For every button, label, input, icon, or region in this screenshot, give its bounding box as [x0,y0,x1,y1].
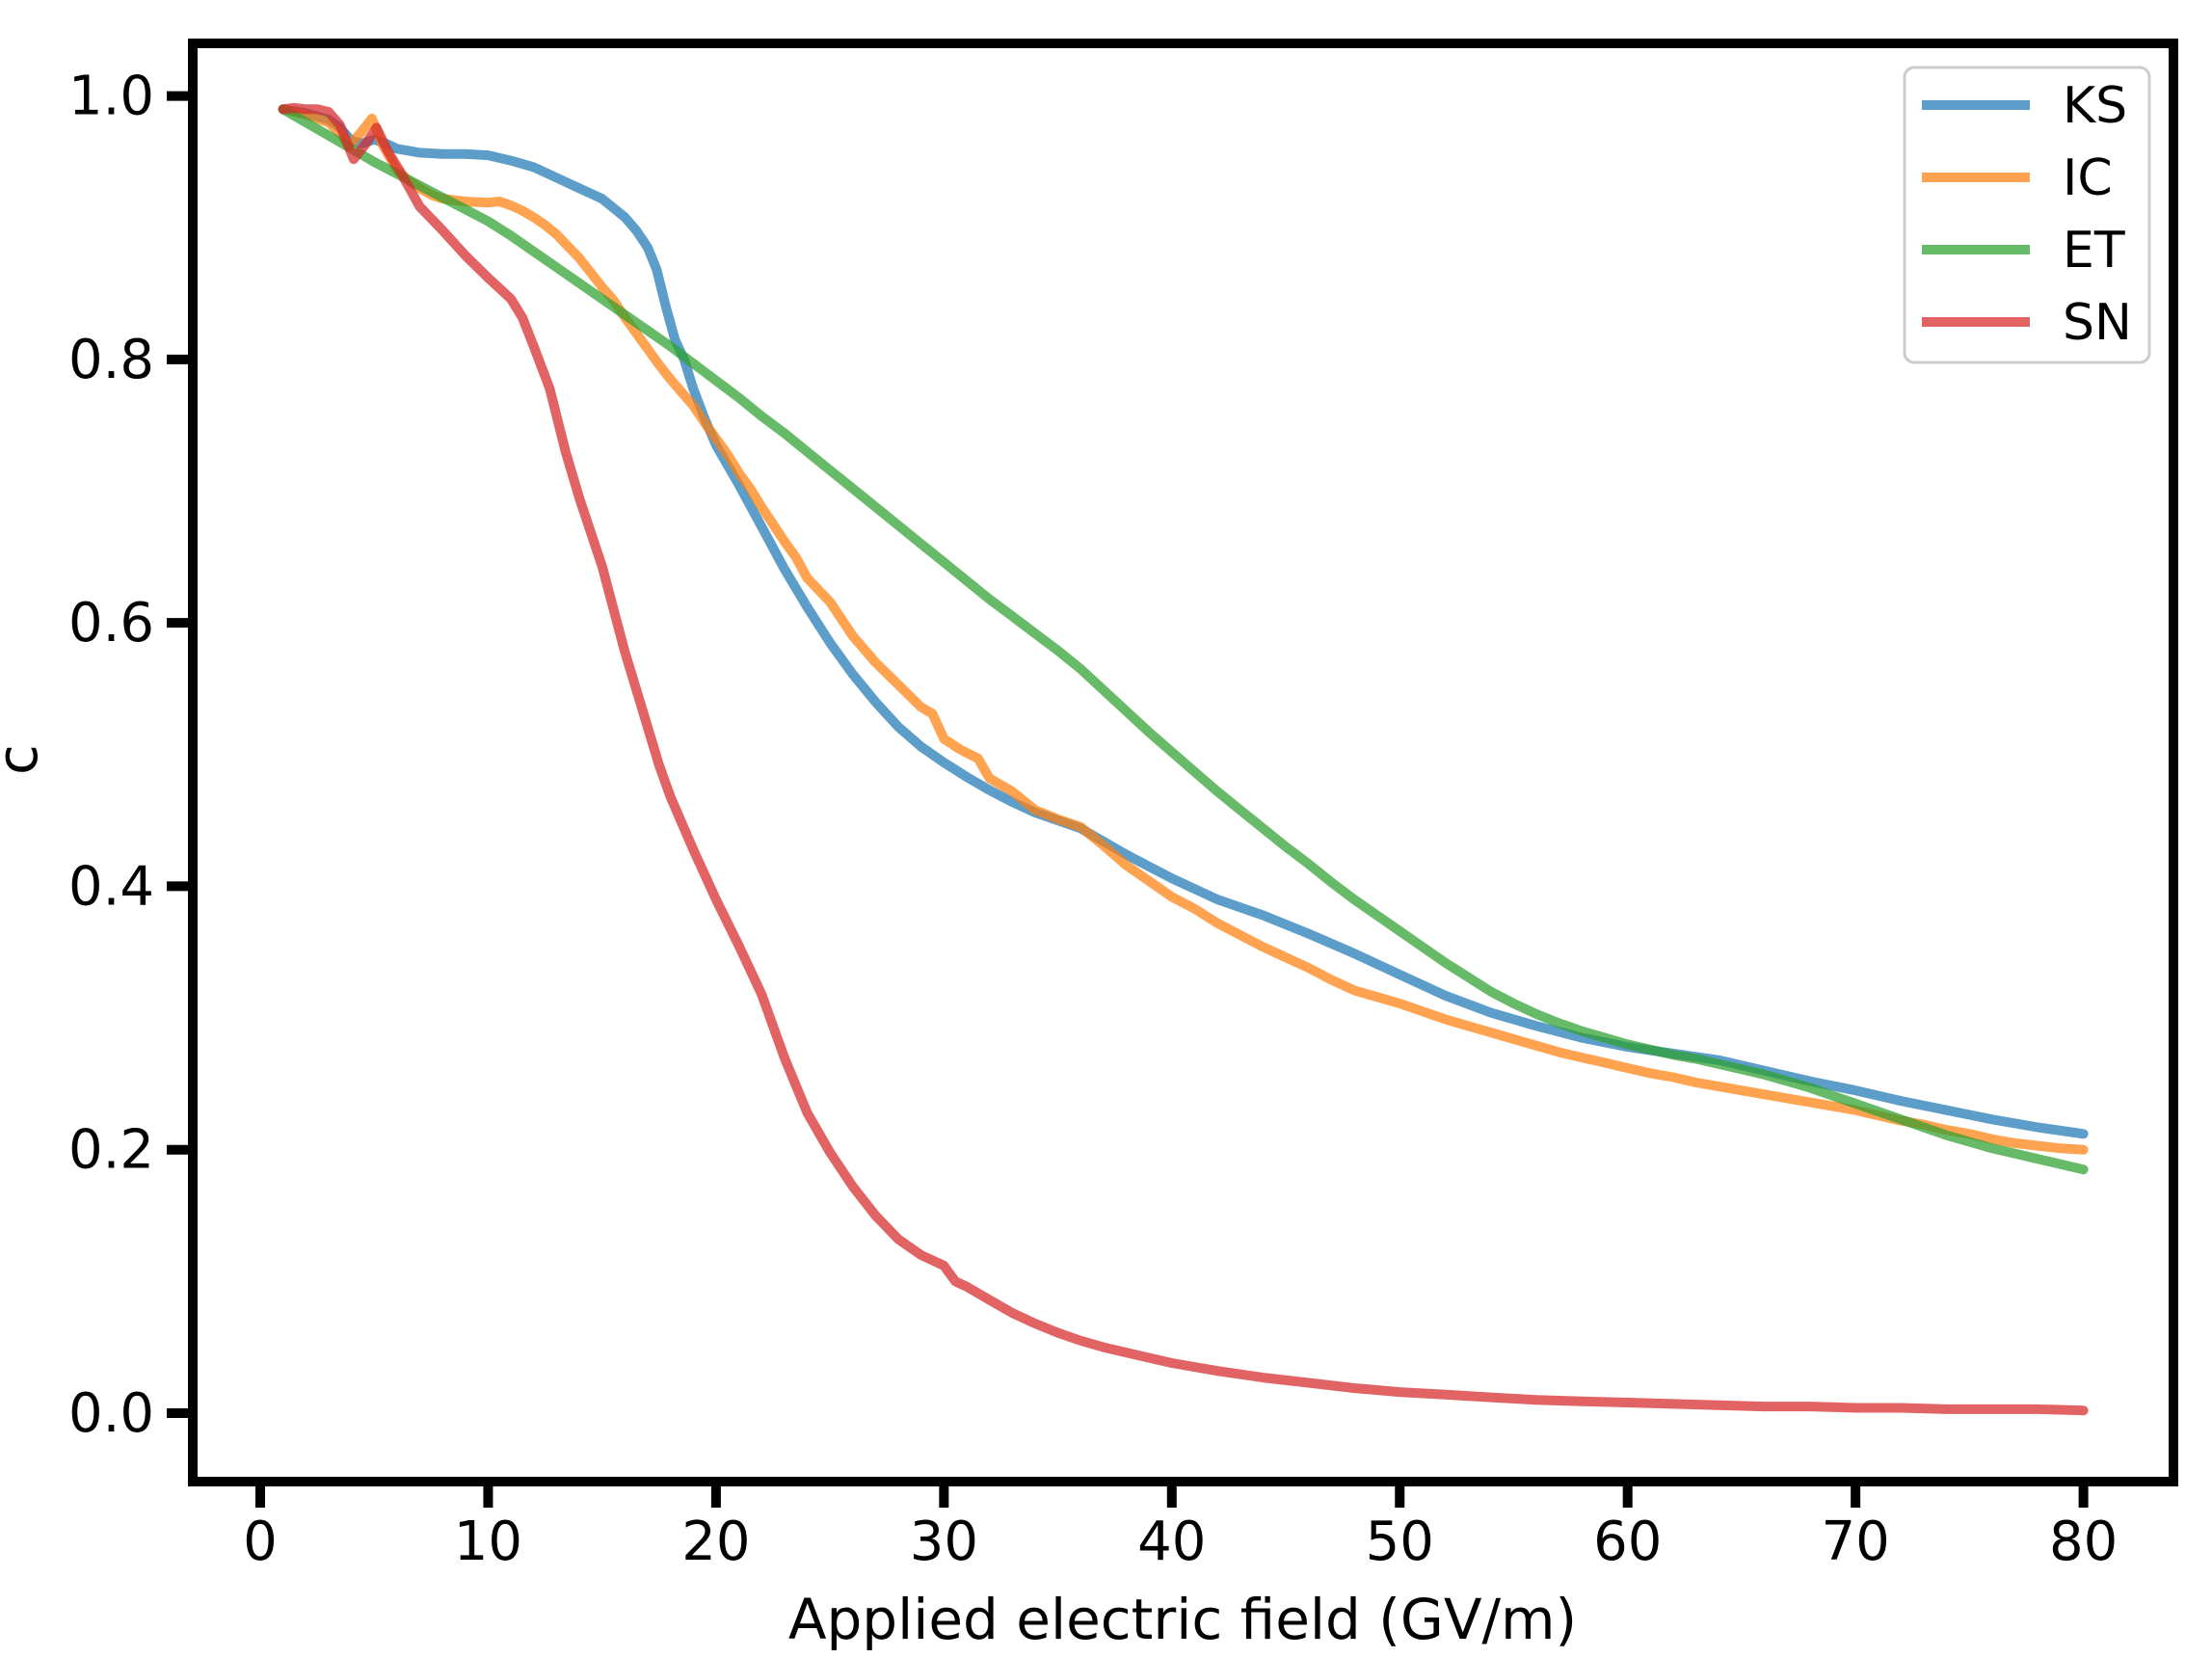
y-tick-label: 0.0 [68,1382,154,1445]
y-tick-label: 0.4 [68,855,154,918]
axes-spines [188,39,2178,1486]
x-axis-label: Applied electric field (GV/m) [788,1587,1577,1652]
y-tick-label: 0.6 [68,592,154,655]
x-tick-label: 60 [1593,1511,1662,1573]
x-tick-label: 50 [1366,1511,1434,1573]
y-tick-label: 1.0 [68,66,154,128]
series-line-ic [278,104,2089,1155]
x-tick-label: 70 [1822,1511,1890,1573]
legend: KS IC ET SN [1903,66,2151,364]
x-tick-label: 0 [243,1511,278,1573]
x-tick-label: 20 [681,1511,750,1573]
series-line-sn [278,102,2089,1416]
x-tick-label: 30 [910,1511,978,1573]
legend-label-ic: IC [2063,149,2113,207]
legend-box [1903,66,2151,364]
series-lines [278,102,2089,1416]
y-axis: 0.0 0.2 0.4 0.6 0.8 1.0 [68,66,188,1445]
series-line-et [278,104,2089,1175]
legend-label-sn: SN [2063,294,2132,352]
x-tick-label: 40 [1137,1511,1206,1573]
y-axis-label: c [0,744,50,775]
x-axis: 0 10 20 30 40 50 60 70 80 [243,1486,2118,1573]
y-tick-label: 0.8 [68,329,154,391]
x-tick-label: 80 [2049,1511,2118,1573]
series-line-ks [278,104,2089,1139]
plot-area [188,39,2178,1486]
x-tick-label: 10 [454,1511,522,1573]
legend-label-ks: KS [2063,77,2127,135]
legend-label-et: ET [2063,222,2125,280]
y-tick-label: 0.2 [68,1119,154,1182]
